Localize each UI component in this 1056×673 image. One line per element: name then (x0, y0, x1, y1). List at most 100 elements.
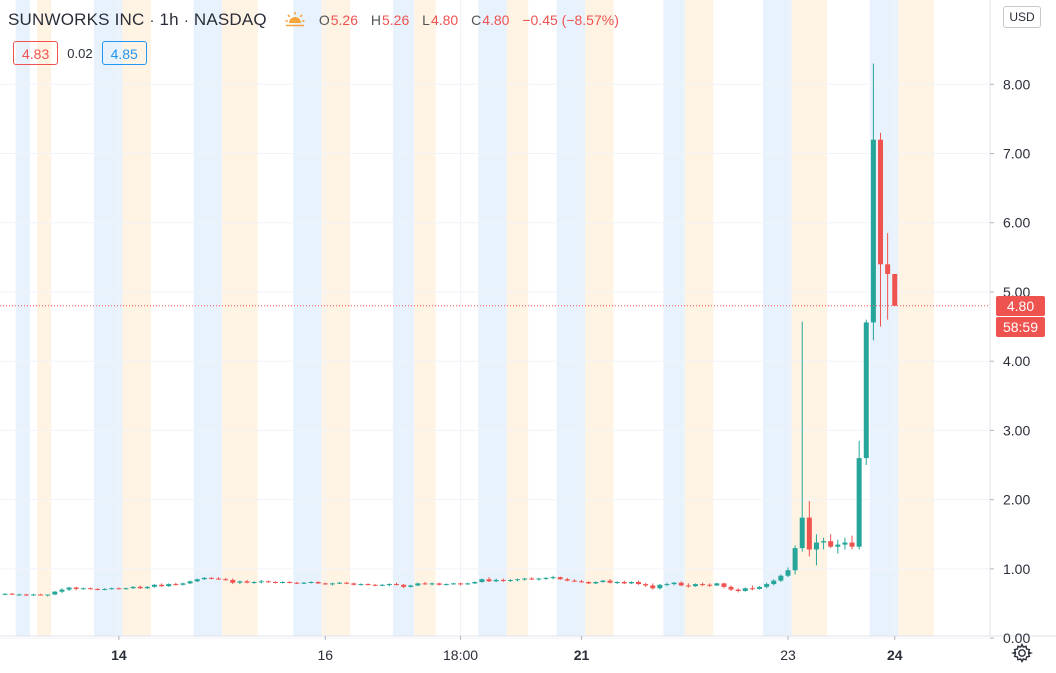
candle-up (778, 575, 784, 581)
candle-up (536, 578, 542, 580)
open-value: 5.26 (330, 12, 358, 28)
candle-up (301, 582, 307, 584)
candle-up (835, 544, 841, 547)
candle-up (628, 582, 634, 584)
session-bands (15, 0, 934, 636)
candle-up (379, 584, 385, 586)
y-tick-label: 4.00 (1003, 353, 1030, 369)
candle-up (550, 577, 556, 579)
candle-up (479, 579, 485, 583)
candle-up (507, 579, 513, 581)
candle-down (38, 594, 44, 596)
candle-up (151, 584, 157, 587)
candle-up (664, 584, 670, 586)
candle-down (216, 578, 222, 580)
change-value: −0.45 (−8.57%) (522, 12, 619, 28)
candle-up (80, 588, 86, 590)
candle-down (878, 139, 884, 265)
exchange-label: NASDAQ (193, 10, 267, 29)
candle-up (123, 588, 129, 590)
candle-up (593, 582, 599, 584)
postmarket-band (506, 0, 529, 636)
candle-up (493, 579, 499, 582)
candle-down (650, 585, 656, 589)
premarket-band (556, 0, 586, 636)
candle-down (721, 583, 727, 587)
candle-up (258, 581, 264, 583)
legend-separator: · (149, 11, 155, 29)
candle-up (870, 139, 876, 323)
candle-up (863, 322, 869, 459)
currency-button[interactable]: USD (1003, 6, 1041, 28)
time-axis: 14 16 18:00 21 23 24 (111, 636, 903, 663)
market-session-sun-icon[interactable] (285, 10, 305, 30)
candle-up (201, 577, 207, 580)
candle-up (237, 581, 243, 583)
candle-up (45, 594, 51, 596)
candle-up (415, 583, 421, 586)
postmarket-band (585, 0, 614, 636)
candle-down (351, 583, 357, 585)
price-axis: 0.001.002.003.004.005.006.007.008.00 (990, 76, 1030, 646)
premarket-band (478, 0, 507, 636)
candle-up (742, 588, 748, 592)
candle-down (322, 583, 328, 585)
candle-up (657, 584, 663, 589)
x-tick-label: 23 (780, 647, 796, 663)
candle-down (557, 577, 563, 580)
candle-up (130, 586, 136, 589)
interval-label[interactable]: 1h (159, 10, 179, 29)
y-tick-label: 0.00 (1003, 630, 1030, 646)
candle-down (849, 542, 855, 547)
candle-down (393, 584, 399, 586)
ohlc-values: O5.26 H5.26 L4.80 C4.80 −0.45 (−8.57%) (319, 12, 619, 28)
postmarket-band (684, 0, 714, 636)
candle-down (735, 589, 741, 592)
candle-up (30, 594, 36, 596)
low-value: 4.80 (430, 12, 459, 28)
legend-separator: · (183, 11, 189, 29)
candle-down (294, 582, 300, 584)
candle-down (137, 586, 143, 589)
candle-down (529, 578, 535, 580)
candle-up (692, 584, 698, 587)
y-tick-label: 2.00 (1003, 492, 1030, 508)
premarket-band (293, 0, 322, 636)
buy-price-button[interactable]: 4.85 (101, 41, 147, 65)
candle-down (749, 588, 755, 590)
settings-gear-icon[interactable] (1011, 642, 1033, 664)
premarket-band (193, 0, 223, 636)
high-value: 5.26 (382, 12, 410, 28)
candle-up (187, 581, 193, 584)
candle-up (757, 586, 763, 589)
low-key: L (422, 12, 430, 28)
premarket-band (93, 0, 123, 636)
candle-up (600, 580, 606, 583)
candle-down (244, 581, 250, 583)
candle-down (806, 517, 812, 550)
candle-up (66, 587, 72, 590)
premarket-band (392, 0, 415, 636)
candle-up (771, 580, 777, 585)
candle-down (486, 579, 492, 582)
candle-up (714, 583, 720, 586)
y-tick-label: 7.00 (1003, 146, 1030, 162)
sell-price-button[interactable]: 4.83 (13, 41, 59, 65)
candle-up (280, 582, 286, 584)
candle-down (9, 593, 15, 595)
candle-up (450, 583, 456, 585)
symbol-legend: SUNWORKS INC · 1h · NASDAQ O5.26 H5.26 L… (8, 9, 619, 31)
candle-down (586, 582, 592, 584)
candle-up (16, 594, 22, 596)
candle-down (173, 584, 179, 586)
y-tick-label: 6.00 (1003, 215, 1030, 231)
y-tick-label: 1.00 (1003, 561, 1030, 577)
candle-down (23, 594, 29, 596)
candle-down (885, 264, 891, 274)
candle-down (315, 582, 321, 584)
symbol-name[interactable]: SUNWORKS INC (8, 10, 145, 29)
premarket-band (15, 0, 30, 636)
candle-down (678, 582, 684, 586)
candle-up (102, 588, 108, 590)
